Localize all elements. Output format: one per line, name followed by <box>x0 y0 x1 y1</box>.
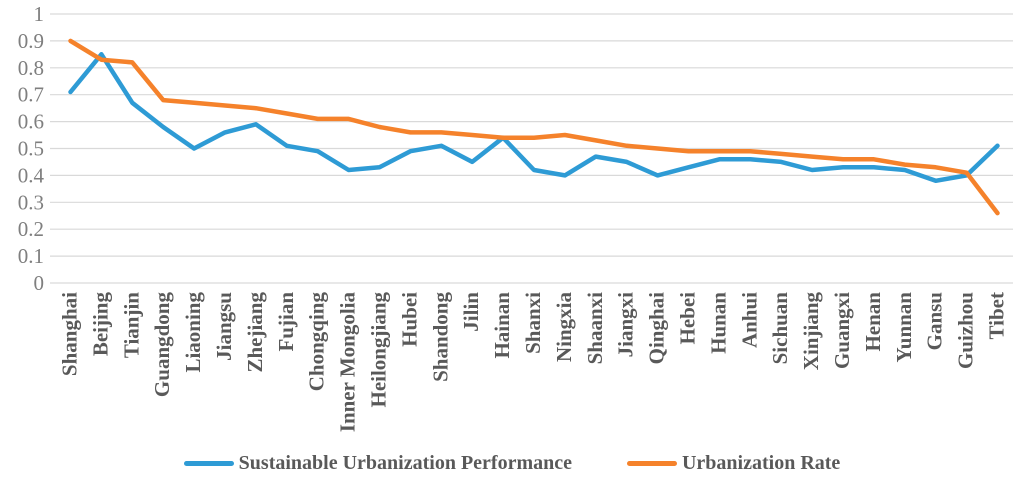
x-axis-label-shanxi: Shanxi <box>521 292 545 354</box>
y-axis-tick-label-0.2: 0.2 <box>18 217 44 241</box>
line-chart-plot-area: 1 0.9 0.8 0.7 0.6 0.50.4 0.3 0.2 0.1 0 Shanghai Bei… <box>18 2 1013 433</box>
legend-line-swatch-blue <box>183 461 234 466</box>
x-axis-label-chongqing: Chongqing <box>305 292 329 392</box>
x-axis-label-jiangsu: Jiangsu <box>212 292 236 361</box>
x-axis-label-zhejiang: Zhejiang <box>243 292 267 373</box>
y-axis-tick-label-0.5: 0.5 <box>18 137 44 161</box>
x-axis-label-xinjiang: Xinjiang <box>799 292 823 371</box>
legend-line-swatch-orange <box>626 461 677 466</box>
y-axis-tick-label-0.3: 0.3 <box>18 190 44 214</box>
legend-label-sustainable-urbanization-performance: Sustainable Urbanization Performance <box>238 452 572 474</box>
x-axis-label-tianjin: Tianjin <box>119 292 143 358</box>
x-axis-label-beijing: Beijing <box>88 292 112 357</box>
x-axis-label-guizhou: Guizhou <box>954 292 978 369</box>
y-axis-tick-label-0.9: 0.9 <box>18 29 44 53</box>
legend-item-urbanization-rate: Urbanization Rate <box>626 452 841 475</box>
x-axis-label-tibet: Tibet <box>985 292 1009 339</box>
y-axis-tick-label-1: 1 <box>34 2 45 26</box>
x-axis-label-shaanxi: Shaanxi <box>583 292 607 365</box>
x-axis-label-hubei: Hubei <box>397 292 421 347</box>
series-line-sustainable-urbanization-performance <box>68 52 1000 184</box>
x-axis-label-fujian: Fujian <box>274 292 298 352</box>
x-axis-label-liaoning: Liaoning <box>181 292 205 373</box>
x-axis-label-jilin: Jilin <box>459 292 483 332</box>
x-axis-label-yunnan: Yunnan <box>892 292 916 363</box>
legend-item-sustainable-urbanization-performance: Sustainable Urbanization Performance <box>183 452 572 475</box>
x-axis-label-shandong: Shandong <box>428 292 452 382</box>
x-axis-label-gansu: Gansu <box>923 292 947 351</box>
x-axis-label-anhui: Anhui <box>737 292 761 348</box>
x-axis-label-heilongjiang: Heilongjiang <box>367 292 391 408</box>
y-axis-tick-label-0.8: 0.8 <box>18 56 44 80</box>
x-axis-label-qinghai: Qinghai <box>645 292 669 365</box>
x-axis-label-ningxia: Ningxia <box>552 292 576 363</box>
x-axis-label-sichuan: Sichuan <box>768 292 792 365</box>
y-axis-tick-label-0.1: 0.1 <box>18 244 44 268</box>
x-axis-label-guangxi: Guangxi <box>830 292 854 369</box>
chart-legend: Sustainable Urbanization Performance Urb… <box>0 452 1024 475</box>
x-axis-label-hainan: Hainan <box>490 292 514 359</box>
x-axis-label-henan: Henan <box>861 292 885 352</box>
x-axis-label-shanghai: Shanghai <box>58 292 82 376</box>
y-axis-tick-label-0.7: 0.7 <box>18 83 44 107</box>
y-axis-tick-label-0: 0 <box>34 271 45 295</box>
x-axis-label-jiangxi: Jiangxi <box>614 292 638 358</box>
x-axis-label-inner-mongolia: Inner Mongolia <box>336 292 360 433</box>
x-axis-label-guangdong: Guangdong <box>150 292 174 398</box>
x-axis-label-hunan: Hunan <box>706 292 730 354</box>
series-line-urbanization-rate <box>68 38 1000 216</box>
x-axis-label-hebei: Hebei <box>676 292 700 345</box>
legend-label-urbanization-rate: Urbanization Rate <box>681 452 841 474</box>
y-axis-tick-label-0.6: 0.6 <box>18 110 44 134</box>
y-axis-tick-label-0.4: 0.4 <box>18 163 45 187</box>
